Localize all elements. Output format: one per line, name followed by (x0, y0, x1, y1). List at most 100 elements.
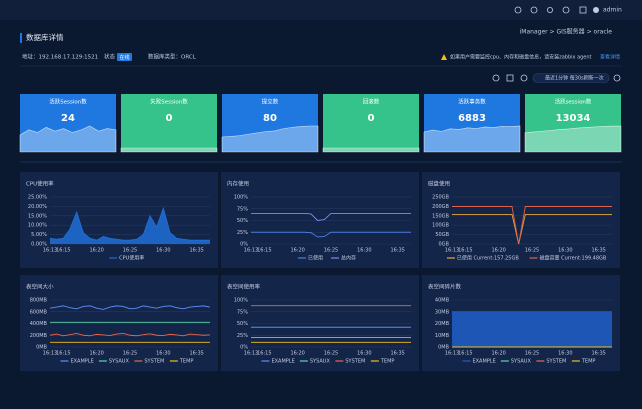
chart-title: CPU使用率 (26, 180, 54, 188)
refresh-icon[interactable] (613, 74, 621, 82)
card-trend (322, 147, 420, 153)
card-value: 6883 (458, 113, 486, 124)
add-icon[interactable] (492, 74, 500, 82)
refresh-text[interactable]: 最近1分钟 每30s刷新一次 (545, 75, 604, 82)
legend-label: EXAMPLE (472, 359, 495, 365)
y-tick-label: 10MB (435, 333, 450, 339)
card-value: 0 (166, 113, 173, 124)
chart-title: 表空间大小 (26, 283, 54, 291)
y-tick-label: 800MB (30, 298, 48, 304)
legend-label: SYSTEM (144, 359, 164, 365)
address: 地址：192.168.17.129:1521 (22, 53, 98, 61)
y-tick-label: 150GB (432, 213, 449, 219)
card (121, 94, 217, 152)
line (452, 213, 612, 245)
y-tick-label: 50% (237, 321, 248, 327)
y-tick-label: 25% (237, 333, 248, 339)
card (525, 94, 621, 152)
line (251, 231, 411, 238)
x-tick-label: 16:25 (324, 351, 338, 357)
x-tick-label: 16:13 (445, 351, 459, 357)
y-tick-label: 0MB (438, 345, 449, 351)
page-title: 数据库详情 (26, 32, 64, 42)
chart-panel (221, 275, 419, 371)
legend-label: SYSAUX (511, 359, 532, 365)
legend-label: SYSAUX (310, 359, 331, 365)
notice-link[interactable]: 查看详情 (600, 54, 620, 61)
x-tick-label: 16:13 (445, 248, 459, 254)
settings-icon[interactable] (530, 6, 538, 14)
notice: 如果用户需要监控cpu、内存和磁盘信息，请安装zabbix agent (450, 54, 592, 61)
chart-panel (20, 172, 218, 268)
user-avatar[interactable] (593, 7, 599, 13)
x-tick-label: 16:25 (324, 248, 338, 254)
legend-label: TEMP (581, 359, 596, 365)
bell-icon[interactable] (547, 7, 554, 13)
card-trend (524, 125, 622, 153)
card-title: 回滚数 (363, 98, 380, 106)
chart-panel (20, 275, 218, 371)
legend-label: 已使用 (308, 255, 323, 262)
title-bar (20, 33, 22, 43)
y-tick-label: 40MB (435, 298, 450, 304)
x-tick-label: 16:15 (56, 351, 70, 357)
refresh-selector[interactable] (532, 73, 610, 83)
legend-label: 总内存 (341, 255, 356, 262)
x-tick-label: 16:30 (558, 248, 572, 254)
card (222, 94, 318, 152)
export-icon[interactable] (506, 74, 514, 82)
status-badge (117, 53, 132, 61)
link-icon[interactable] (520, 74, 528, 82)
y-tick-label: 30MB (435, 309, 450, 315)
y-tick-label: 100% (234, 195, 249, 201)
x-tick-label: 16:35 (390, 248, 404, 254)
legend-label: EXAMPLE (70, 359, 93, 365)
y-tick-label: 20MB (435, 321, 450, 327)
chart-panel (422, 172, 620, 268)
top-bar (0, 0, 642, 20)
chart-title: 表空间碎片数 (428, 283, 462, 291)
legend-label: 磁盘容量 Current:199.48GB (540, 255, 607, 262)
legend-label: SYSAUX (109, 359, 130, 365)
y-tick-label: 250GB (432, 195, 449, 201)
y-tick-label: 100% (234, 298, 249, 304)
card-trend (19, 125, 117, 153)
y-tick-label: 0% (240, 345, 248, 351)
card-title: 活跃事务数 (458, 98, 486, 106)
chart-title: 内存使用 (227, 180, 249, 188)
y-tick-label: 0.00% (31, 242, 47, 248)
legend-label: TEMP (380, 359, 395, 365)
y-tick-label: 200GB (432, 204, 449, 210)
card (20, 94, 116, 152)
line (452, 206, 612, 245)
x-tick-label: 16:30 (357, 248, 371, 254)
user-name[interactable]: admin (603, 7, 622, 14)
y-tick-label: 20.00% (28, 204, 47, 210)
status-label: 状态 (104, 53, 116, 61)
x-tick-label: 16:35 (591, 248, 605, 254)
x-tick-label: 16:15 (56, 248, 70, 254)
x-tick-label: 16:20 (89, 248, 103, 254)
theme-icon[interactable] (514, 6, 522, 14)
breadcrumb[interactable]: iManager > GIS服务器 > oracle (520, 28, 613, 36)
x-tick-label: 16:13 (43, 351, 57, 357)
line (49, 333, 211, 337)
menu-icon[interactable] (579, 6, 587, 14)
legend-label: SYSTEM (345, 359, 365, 365)
x-tick-label: 16:15 (458, 248, 472, 254)
db-type: 数据库类型：ORCL (148, 53, 197, 61)
card-title: 活跃session数 (555, 98, 592, 106)
x-tick-label: 16:35 (591, 351, 605, 357)
legend-label: EXAMPLE (271, 359, 294, 365)
x-tick-label: 16:20 (491, 248, 505, 254)
help-icon[interactable] (562, 6, 570, 14)
y-tick-label: 0MB (36, 345, 47, 351)
card-trend (120, 147, 218, 153)
card-value: 80 (263, 113, 277, 124)
x-tick-label: 16:35 (390, 351, 404, 357)
y-tick-label: 75% (237, 309, 248, 315)
card (323, 94, 419, 152)
card-trend (423, 125, 521, 153)
legend-label: TEMP (179, 359, 194, 365)
x-tick-label: 16:30 (357, 351, 371, 357)
